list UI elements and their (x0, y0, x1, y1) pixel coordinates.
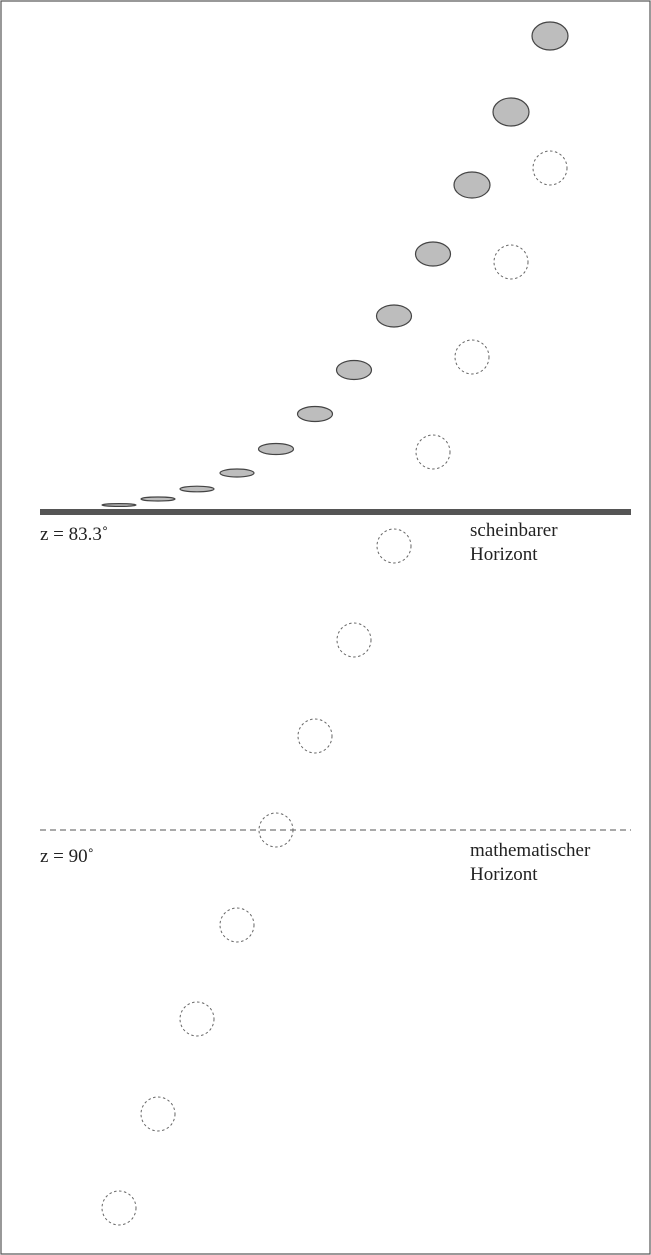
math-horizon-label-line1: mathematischer (470, 840, 591, 861)
apparent-sun-disc (531, 21, 569, 51)
true-sun-circle (336, 622, 372, 658)
apparent-suns (101, 21, 569, 508)
apparent-horizon-label-line2: Horizont (470, 544, 538, 565)
true-suns (101, 150, 568, 1226)
true-sun-circle (415, 434, 451, 470)
true-sun-circle (532, 150, 568, 186)
true-sun-circle (219, 907, 255, 943)
true-sun-circle (179, 1001, 215, 1037)
apparent-sun-disc (219, 468, 255, 478)
true-sun-circle (376, 528, 412, 564)
true-sun-circle (297, 718, 333, 754)
apparent-sun-disc (101, 503, 137, 508)
apparent-zenith-label: z = 83.3˚ (40, 524, 108, 545)
math-horizon-label-line2: Horizont (470, 864, 538, 885)
apparent-sun-disc (257, 442, 295, 456)
true-sun-circle (140, 1096, 176, 1132)
math-zenith-label: z = 90˚ (40, 846, 94, 867)
true-sun-circle (493, 244, 529, 280)
true-sun-circle (454, 339, 490, 375)
apparent-sun-disc (492, 97, 530, 127)
apparent-horizon-label-line1: scheinbarer (470, 520, 558, 541)
apparent-sun-disc (335, 359, 373, 381)
apparent-sun-disc (296, 405, 334, 423)
apparent-sun-disc (375, 304, 413, 328)
true-sun-circle (258, 812, 294, 848)
true-sun-circle (101, 1190, 137, 1226)
apparent-sun-disc (179, 485, 215, 493)
apparent-sun-disc (453, 171, 491, 199)
apparent-sun-disc (414, 241, 452, 267)
apparent-sun-disc (140, 496, 176, 502)
